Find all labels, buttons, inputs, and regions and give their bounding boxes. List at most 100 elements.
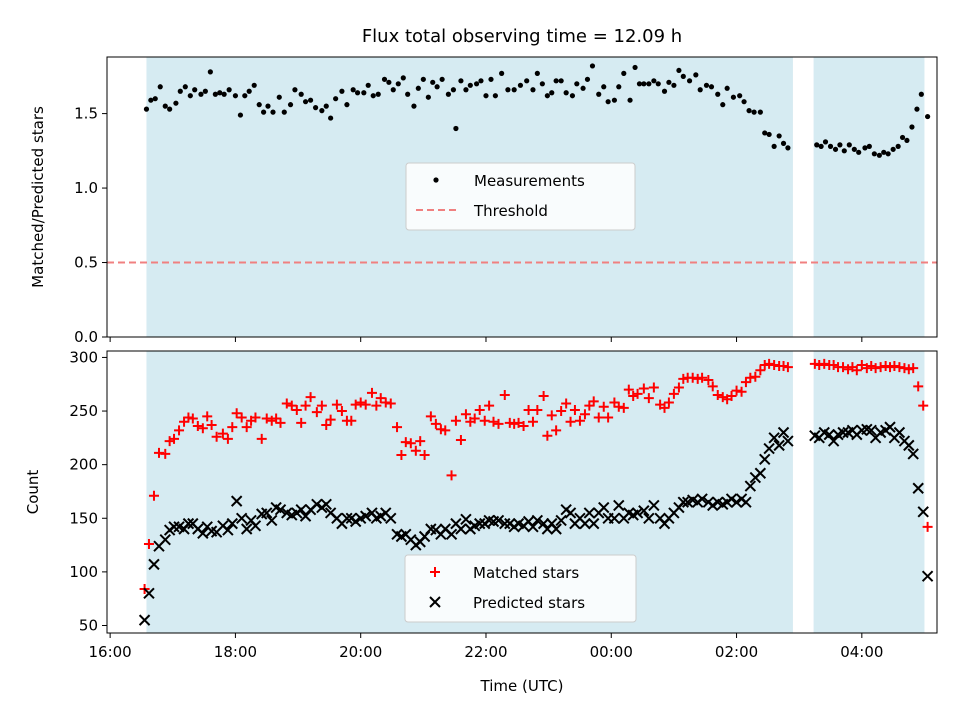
data-point bbox=[469, 413, 480, 424]
data-point bbox=[865, 424, 877, 437]
data-point bbox=[375, 91, 381, 97]
data-point bbox=[265, 103, 271, 109]
data-point bbox=[320, 498, 332, 511]
data-point bbox=[160, 448, 171, 459]
data-point bbox=[769, 359, 780, 370]
data-point bbox=[350, 87, 356, 93]
data-point bbox=[182, 84, 188, 90]
data-point bbox=[555, 514, 567, 527]
data-point bbox=[202, 88, 208, 94]
data-point bbox=[291, 404, 302, 415]
data-point bbox=[276, 94, 282, 100]
data-point bbox=[782, 362, 793, 373]
data-point bbox=[499, 70, 505, 76]
data-point bbox=[636, 81, 643, 87]
data-point bbox=[678, 373, 689, 384]
data-point bbox=[876, 152, 882, 158]
data-point bbox=[603, 412, 614, 423]
observing-interval bbox=[813, 57, 925, 337]
data-point bbox=[777, 426, 790, 439]
data-point bbox=[782, 435, 794, 447]
data-point bbox=[666, 79, 672, 85]
data-point bbox=[913, 381, 924, 392]
y-tick-label: 300 bbox=[69, 348, 98, 366]
data-point bbox=[350, 399, 361, 410]
data-point bbox=[750, 371, 761, 382]
data-point bbox=[569, 93, 576, 99]
data-point bbox=[538, 391, 549, 402]
data-point bbox=[410, 445, 421, 456]
data-point bbox=[361, 90, 367, 96]
data-point bbox=[588, 517, 600, 530]
data-point bbox=[266, 415, 277, 426]
data-point bbox=[759, 359, 770, 370]
data-point bbox=[484, 400, 495, 411]
x-tick-label: 22:00 bbox=[464, 643, 507, 661]
data-point bbox=[909, 124, 915, 130]
data-point bbox=[371, 400, 382, 411]
data-point bbox=[319, 108, 325, 114]
data-point bbox=[764, 358, 775, 369]
y-tick-label: 1.0 bbox=[74, 179, 98, 197]
data-point bbox=[822, 139, 829, 145]
data-point bbox=[616, 84, 622, 90]
data-point bbox=[157, 84, 163, 90]
data-point bbox=[697, 372, 708, 383]
data-point bbox=[148, 97, 154, 103]
data-point bbox=[899, 134, 906, 141]
data-point bbox=[598, 501, 610, 514]
data-point bbox=[177, 88, 183, 94]
data-point bbox=[323, 103, 329, 109]
data-point bbox=[871, 151, 877, 157]
data-point bbox=[316, 400, 327, 411]
data-point bbox=[197, 527, 209, 539]
data-point bbox=[589, 63, 596, 69]
data-point bbox=[148, 558, 160, 571]
data-point bbox=[299, 510, 312, 522]
data-point bbox=[167, 106, 173, 112]
x-tick-label: 04:00 bbox=[840, 643, 883, 661]
data-point bbox=[250, 412, 261, 423]
data-point bbox=[153, 447, 164, 458]
data-point bbox=[458, 78, 464, 84]
data-point bbox=[843, 364, 854, 375]
data-point bbox=[827, 435, 840, 447]
chart-title: Flux total observing time = 12.09 h bbox=[362, 26, 682, 47]
data-point bbox=[574, 415, 585, 426]
data-point bbox=[380, 397, 391, 408]
data-point bbox=[885, 362, 896, 373]
data-point bbox=[534, 70, 540, 76]
data-point bbox=[623, 384, 634, 395]
data-point bbox=[611, 97, 617, 103]
data-point bbox=[651, 78, 657, 84]
data-point bbox=[870, 363, 881, 374]
data-point bbox=[757, 109, 763, 115]
data-point bbox=[192, 87, 198, 93]
data-point bbox=[355, 397, 366, 408]
data-point bbox=[281, 398, 292, 409]
data-point bbox=[474, 404, 485, 415]
data-point bbox=[281, 109, 287, 115]
data-point bbox=[311, 407, 322, 418]
data-point bbox=[601, 84, 607, 90]
data-point bbox=[856, 149, 862, 155]
data-point bbox=[745, 372, 756, 383]
data-point bbox=[455, 434, 466, 445]
data-point bbox=[217, 428, 228, 439]
data-point bbox=[390, 87, 396, 93]
data-point bbox=[866, 361, 877, 372]
data-point bbox=[837, 426, 849, 439]
data-point bbox=[583, 507, 596, 519]
data-point bbox=[632, 64, 638, 71]
data-point bbox=[588, 396, 599, 407]
data-point bbox=[174, 425, 185, 436]
data-point bbox=[187, 413, 198, 424]
data-point bbox=[339, 88, 345, 94]
data-point bbox=[296, 417, 307, 428]
data-point bbox=[236, 412, 247, 423]
data-point bbox=[325, 414, 336, 425]
data-point bbox=[392, 422, 403, 433]
data-point bbox=[628, 391, 639, 402]
data-point bbox=[730, 94, 737, 100]
data-point bbox=[488, 416, 499, 427]
